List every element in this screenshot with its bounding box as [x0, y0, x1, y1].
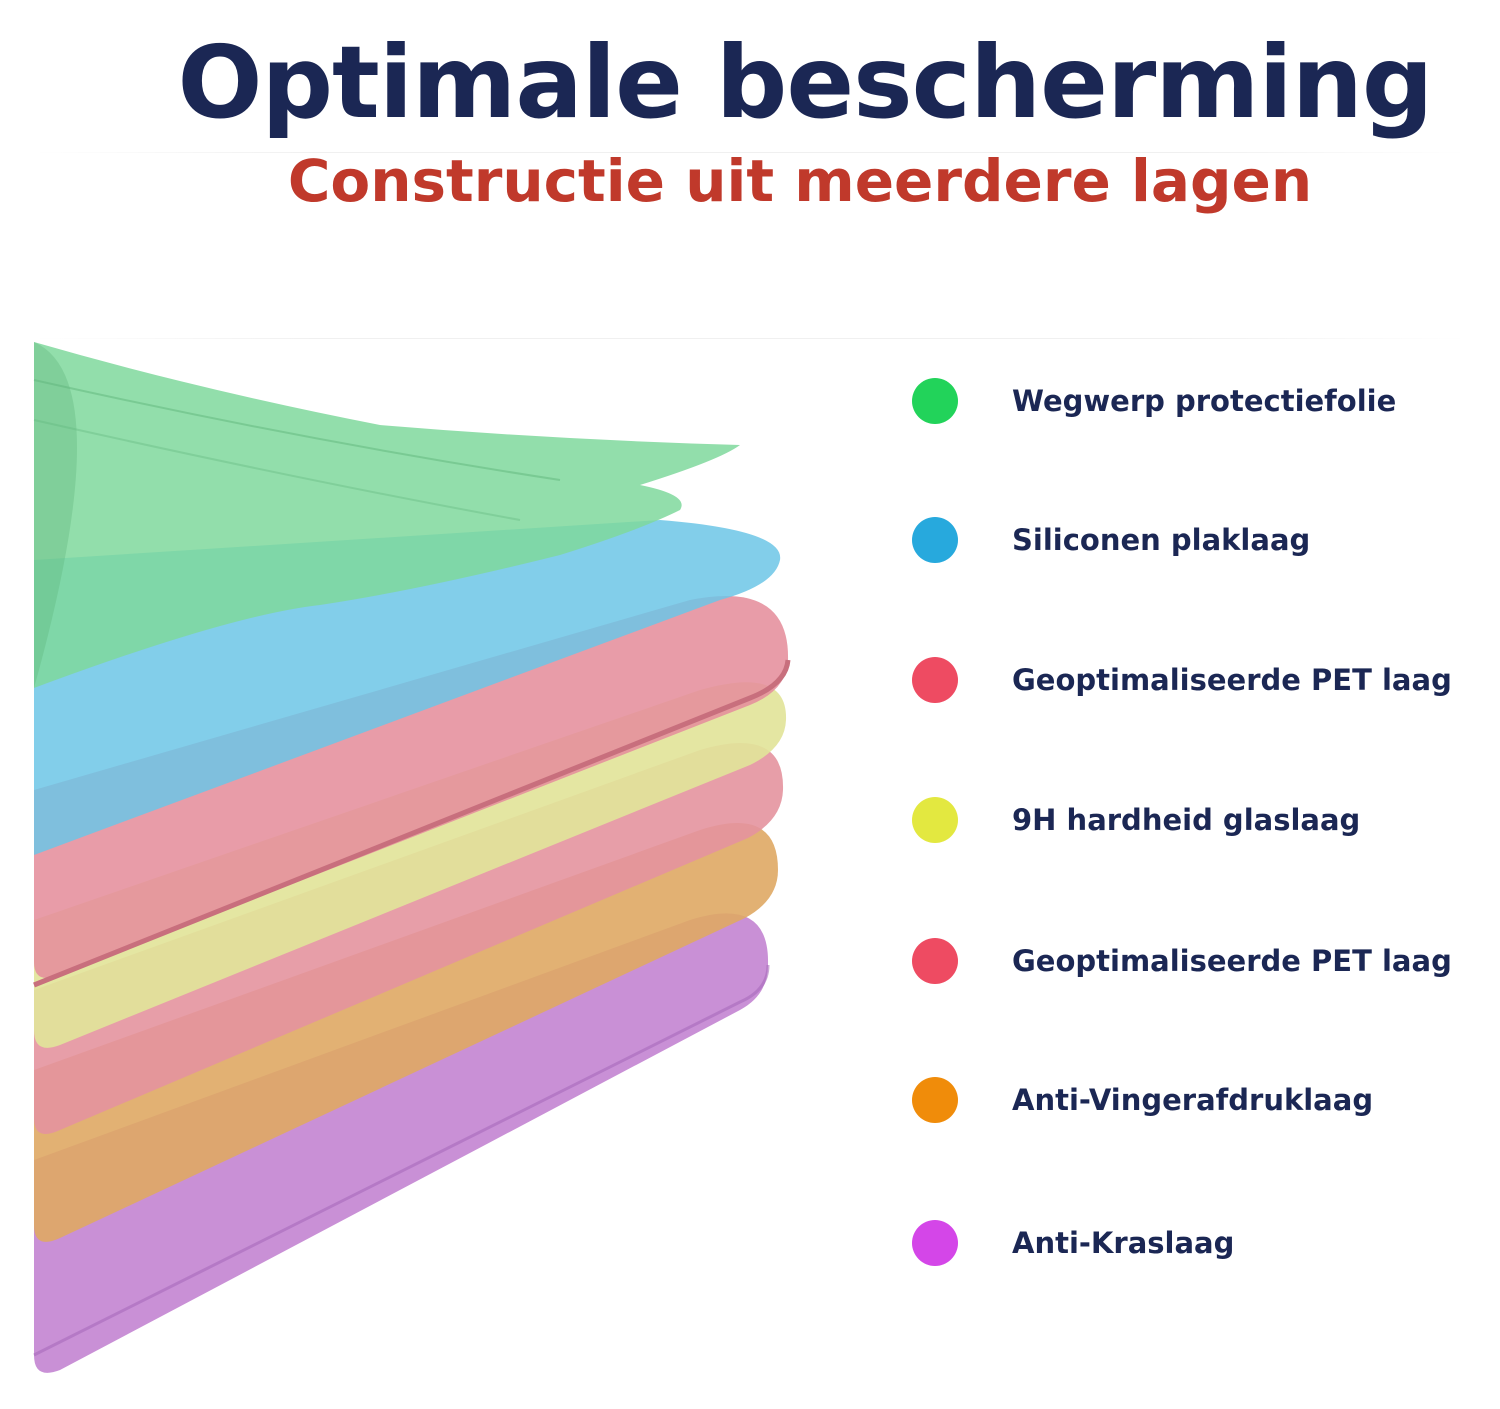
legend-label: Geoptimaliseerde PET laag — [1012, 663, 1452, 697]
legend-label: Anti-Kraslaag — [1012, 1226, 1235, 1260]
divider — [30, 152, 1470, 153]
kras-dot-icon — [912, 1220, 958, 1266]
legend-label: Geoptimaliseerde PET laag — [1012, 944, 1452, 978]
vingerafdruk-dot-icon — [912, 1077, 958, 1123]
legend-item: Anti-Kraslaag — [912, 1219, 1234, 1267]
legend-item: Wegwerp protectiefolie — [912, 377, 1396, 425]
legend-item: Geoptimaliseerde PET laag — [912, 937, 1452, 985]
divider — [30, 338, 1470, 339]
glas-dot-icon — [912, 797, 958, 843]
pet-dot-icon — [912, 657, 958, 703]
legend-item: Geoptimaliseerde PET laag — [912, 656, 1452, 704]
layer-pet-1 — [33, 596, 791, 988]
page-title: Optimale bescherming — [177, 24, 1433, 141]
pet-dot-icon — [912, 938, 958, 984]
layer-glas-9h — [34, 682, 787, 1048]
page-subtitle: Constructie uit meerdere lagen — [287, 147, 1313, 215]
layer-anti-vingerafdruk — [34, 823, 778, 1242]
layer-stack-illustration — [33, 342, 791, 1373]
layer-wegwerp — [33, 342, 740, 688]
legend-item: Anti-Vingerafdruklaag — [912, 1076, 1373, 1124]
legend-label: Anti-Vingerafdruklaag — [1012, 1083, 1374, 1117]
legend-label: 9H hardheid glaslaag — [1012, 803, 1361, 837]
wegwerp-dot-icon — [912, 378, 958, 424]
layer-anti-kras — [33, 913, 770, 1373]
legend-label: Siliconen plaklaag — [1012, 523, 1311, 557]
legend-item: 9H hardheid glaslaag — [912, 796, 1360, 844]
legend-item: Siliconen plaklaag — [912, 516, 1310, 564]
legend-label: Wegwerp protectiefolie — [1012, 384, 1397, 418]
layer-pet-2 — [34, 743, 784, 1134]
siliconen-dot-icon — [912, 517, 958, 563]
